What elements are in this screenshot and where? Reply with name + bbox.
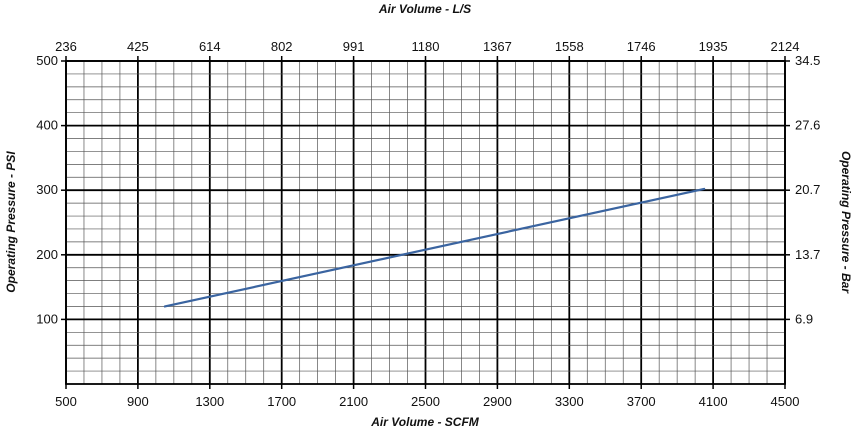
x-tick-label: 3700: [627, 394, 656, 409]
x-tick-label: 4500: [771, 394, 800, 409]
x2-tick-label: 1746: [627, 39, 656, 54]
x-tick-label: 2500: [411, 394, 440, 409]
x-axis-title: Air Volume - SCFM: [370, 415, 480, 429]
x2-tick-label: 614: [199, 39, 221, 54]
x-tick-label: 1700: [267, 394, 296, 409]
x-tick-label: 3300: [555, 394, 584, 409]
y-tick-labels: 100 200 300 400 500: [36, 53, 66, 326]
x-tick-label: 2900: [483, 394, 512, 409]
x-tick-label: 1300: [195, 394, 224, 409]
y2-tick-label: 27.6: [795, 118, 820, 133]
y2-tick-labels: 6.9 13.7 20.7 27.6 34.5: [785, 53, 820, 326]
x-tick-label: 4100: [699, 394, 728, 409]
y2-tick-label: 20.7: [795, 182, 820, 197]
x2-tick-label: 1935: [699, 39, 728, 54]
y2-axis-title: Operating Pressure - Bar: [839, 151, 853, 294]
series-layer: [163, 187, 706, 308]
x2-tick-label: 425: [127, 39, 149, 54]
y2-tick-label: 34.5: [795, 53, 820, 68]
x2-tick-label: 991: [343, 39, 365, 54]
x-tick-label: 2100: [339, 394, 368, 409]
x2-tick-labels: 236 425 614 802 991 1180 1367 1558 1746 1935 2124: [55, 39, 799, 61]
y-tick-label: 300: [36, 182, 58, 197]
x2-tick-label: 802: [271, 39, 293, 54]
y-tick-label: 400: [36, 118, 58, 133]
y2-tick-label: 6.9: [795, 311, 813, 326]
x2-tick-label: 1367: [483, 39, 512, 54]
grid: [65, 60, 786, 385]
x-tick-labels: 500 900 1300 1700 2100 2500 2900 3300 3700 4100 45…: [55, 384, 799, 409]
y-tick-label: 500: [36, 53, 58, 68]
x2-tick-label: 2124: [771, 39, 800, 54]
y-tick-label: 100: [36, 311, 58, 326]
series-line: [163, 187, 706, 308]
y2-tick-label: 13.7: [795, 247, 820, 262]
x2-tick-label: 1180: [412, 39, 440, 54]
x2-tick-label: 1558: [555, 39, 584, 54]
x-tick-label: 900: [127, 394, 149, 409]
y-axis-title: Operating Pressure - PSI: [4, 151, 18, 293]
y-tick-label: 200: [36, 247, 58, 262]
x2-axis-title: Air Volume - L/S: [378, 2, 471, 16]
x-tick-label: 500: [55, 394, 77, 409]
x2-tick-label: 236: [55, 39, 77, 54]
